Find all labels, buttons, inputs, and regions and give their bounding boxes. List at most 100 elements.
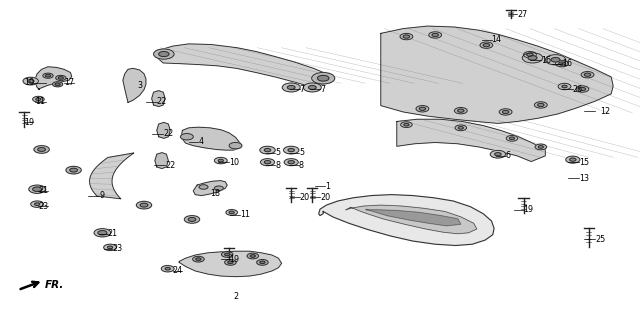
Circle shape — [180, 134, 193, 140]
Circle shape — [214, 157, 227, 164]
Circle shape — [522, 53, 543, 63]
Circle shape — [260, 159, 275, 166]
Circle shape — [35, 203, 40, 205]
Text: 16: 16 — [562, 59, 572, 68]
Circle shape — [303, 83, 321, 92]
Circle shape — [159, 52, 169, 57]
Circle shape — [260, 261, 265, 264]
Circle shape — [136, 201, 152, 209]
Circle shape — [31, 201, 44, 207]
Circle shape — [264, 161, 271, 164]
Circle shape — [257, 259, 268, 265]
Text: 20: 20 — [300, 193, 310, 202]
Circle shape — [499, 109, 512, 115]
Polygon shape — [181, 127, 240, 150]
Circle shape — [36, 98, 41, 100]
Text: 19: 19 — [24, 118, 35, 127]
Text: 4: 4 — [198, 137, 204, 146]
Circle shape — [29, 185, 45, 193]
Text: 22: 22 — [157, 97, 167, 106]
Text: 26: 26 — [573, 85, 583, 93]
Circle shape — [538, 103, 544, 107]
Circle shape — [312, 73, 335, 84]
Circle shape — [455, 125, 467, 131]
Text: 3: 3 — [138, 81, 143, 90]
Circle shape — [161, 266, 174, 272]
Polygon shape — [193, 181, 227, 196]
Circle shape — [282, 83, 300, 92]
Circle shape — [43, 73, 53, 78]
Text: 8: 8 — [299, 161, 304, 170]
Circle shape — [284, 159, 298, 166]
Circle shape — [308, 86, 316, 89]
Text: 14: 14 — [492, 35, 502, 44]
Circle shape — [250, 255, 255, 257]
Text: 9: 9 — [99, 191, 104, 200]
Text: 19: 19 — [229, 255, 239, 264]
Circle shape — [490, 150, 506, 158]
Circle shape — [480, 42, 493, 48]
Circle shape — [56, 75, 66, 80]
Circle shape — [429, 32, 442, 38]
Circle shape — [284, 146, 299, 154]
Circle shape — [196, 258, 201, 260]
Text: 18: 18 — [210, 190, 220, 198]
Circle shape — [566, 156, 580, 163]
Circle shape — [288, 161, 294, 164]
Circle shape — [70, 168, 77, 172]
Text: 5: 5 — [299, 148, 304, 157]
Text: 21: 21 — [108, 229, 118, 238]
Text: 17: 17 — [64, 78, 74, 87]
Circle shape — [416, 106, 429, 112]
Circle shape — [400, 33, 413, 40]
Circle shape — [38, 148, 45, 151]
Circle shape — [229, 211, 234, 214]
Circle shape — [184, 216, 200, 223]
Polygon shape — [157, 122, 170, 138]
Circle shape — [154, 49, 174, 59]
Text: 13: 13 — [579, 174, 589, 183]
Text: 6: 6 — [506, 151, 511, 160]
Circle shape — [33, 96, 44, 102]
Circle shape — [193, 256, 204, 262]
Circle shape — [94, 229, 111, 237]
Text: FR.: FR. — [45, 280, 64, 290]
Text: 7: 7 — [300, 85, 305, 93]
Circle shape — [58, 77, 63, 79]
Circle shape — [527, 53, 533, 56]
Text: 15: 15 — [579, 158, 589, 167]
Text: 23: 23 — [112, 244, 122, 253]
Circle shape — [509, 137, 515, 140]
Polygon shape — [397, 119, 545, 162]
Text: 24: 24 — [173, 266, 183, 275]
Text: 21: 21 — [38, 186, 49, 195]
Circle shape — [483, 44, 490, 47]
Circle shape — [214, 186, 223, 190]
Circle shape — [104, 244, 116, 251]
Circle shape — [165, 267, 170, 270]
Circle shape — [403, 35, 410, 38]
Circle shape — [528, 56, 537, 60]
Circle shape — [495, 153, 501, 156]
Circle shape — [66, 166, 81, 174]
Circle shape — [23, 77, 38, 85]
Circle shape — [317, 75, 329, 81]
Circle shape — [188, 218, 196, 221]
Polygon shape — [155, 153, 168, 169]
Polygon shape — [179, 251, 282, 277]
Text: 25: 25 — [595, 235, 605, 244]
Circle shape — [287, 86, 295, 89]
Circle shape — [562, 85, 567, 88]
Circle shape — [247, 253, 259, 259]
Circle shape — [576, 86, 589, 92]
Circle shape — [502, 110, 509, 114]
Polygon shape — [157, 44, 326, 87]
Circle shape — [534, 102, 547, 108]
Circle shape — [52, 82, 63, 87]
Circle shape — [558, 83, 571, 90]
Circle shape — [221, 252, 233, 257]
Circle shape — [229, 142, 242, 149]
Circle shape — [45, 74, 51, 77]
Circle shape — [538, 146, 543, 148]
Circle shape — [140, 203, 148, 207]
